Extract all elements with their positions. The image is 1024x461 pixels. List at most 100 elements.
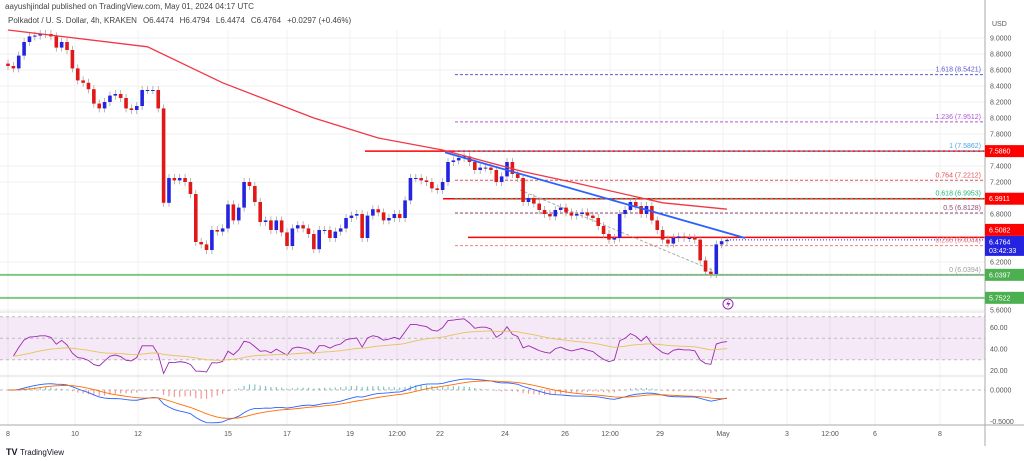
time-tick-label: 26: [561, 431, 569, 438]
candle: [236, 203, 241, 225]
candle-body: [328, 230, 332, 238]
sma-line: [7, 29, 728, 210]
candle: [354, 210, 359, 220]
symbol-legend[interactable]: Polkadot / U. S. Dollar, 4h, KRAKEN O6.4…: [8, 16, 351, 25]
candle-body: [494, 170, 499, 182]
candle-body: [215, 230, 220, 232]
candle: [666, 235, 670, 248]
candle: [671, 234, 676, 248]
candle-body: [108, 95, 112, 102]
price-tick-label: 9.0000: [990, 36, 1012, 43]
candle-body: [698, 239, 702, 261]
macd-histogram-bar: [522, 390, 524, 394]
macd-histogram-bar: [173, 390, 175, 398]
candle-body: [419, 178, 423, 181]
candle-body: [86, 82, 91, 90]
candle: [183, 174, 187, 186]
rsi-tick-label: 40.00: [990, 347, 1008, 354]
fib-level-label: 1.618 (8.5421): [935, 67, 981, 74]
candle-body: [548, 214, 552, 217]
candle: [92, 85, 96, 108]
countdown-label: 03:42:33: [989, 248, 1016, 255]
candle: [247, 178, 252, 190]
brand-name: TradingView: [20, 448, 64, 457]
candle-body: [397, 214, 402, 218]
candle: [172, 174, 177, 185]
candle: [639, 202, 643, 218]
candle: [365, 211, 370, 242]
candle: [226, 200, 230, 233]
macd-histogram-bar: [399, 387, 401, 390]
candle: [317, 226, 322, 254]
rsi-tick-label: 60.00: [990, 325, 1008, 332]
candle: [725, 235, 729, 246]
candle: [494, 166, 499, 186]
candle: [102, 98, 107, 113]
fib-level-label: 0.618 (6.9953): [935, 190, 981, 197]
price-label-box: [985, 192, 1024, 205]
candle: [279, 216, 284, 237]
macd-histogram-bar: [576, 390, 578, 393]
candle-body: [510, 162, 515, 174]
candle-body: [596, 218, 601, 226]
candle-body: [81, 80, 85, 83]
candle: [306, 224, 311, 238]
candle: [596, 214, 601, 230]
fib-level-label: 1.236 (7.9512): [935, 114, 981, 121]
candle: [585, 208, 590, 220]
time-tick-label: 17: [283, 431, 291, 438]
candle-body: [172, 178, 177, 181]
candle-body: [279, 220, 284, 233]
macd-histogram-bar: [361, 386, 363, 390]
currency-label[interactable]: USD: [992, 21, 1007, 28]
candle-body: [693, 238, 697, 240]
macd-histogram-bar: [533, 390, 535, 395]
macd-histogram-bar: [168, 390, 170, 397]
macd-histogram-bar: [297, 387, 299, 390]
price-axis[interactable]: 9.0000 8.8000 8.6000 8.4000 8.2000 8.0000 7.80…: [985, 36, 1024, 427]
candle: [215, 226, 220, 236]
time-tick-label: 15: [224, 431, 232, 438]
candle-body: [553, 210, 558, 217]
time-tick-label: 19: [346, 431, 354, 438]
fib-level-label: 0.5 (6.8128): [943, 205, 981, 212]
candle: [16, 51, 21, 73]
candle-body: [392, 214, 397, 218]
price-tick-label: 7.8000: [990, 132, 1012, 139]
tradingview-logo[interactable]: TV TradingView: [6, 447, 64, 457]
candle: [65, 38, 69, 54]
candle-body: [183, 178, 187, 182]
candle-body: [617, 214, 622, 238]
candle: [333, 227, 338, 242]
macd-histogram-bar: [270, 386, 272, 390]
candle-body: [33, 35, 37, 37]
price-label-box: [985, 223, 1024, 236]
candle-body: [558, 207, 563, 210]
candle: [312, 230, 316, 254]
alert-lightning-icon[interactable]: [722, 298, 734, 310]
candle: [75, 64, 80, 85]
macd-line: [7, 378, 728, 424]
macd-histogram-bar: [613, 390, 615, 393]
candle: [478, 163, 482, 174]
candle-body: [338, 228, 343, 232]
fib-level-label: 0 (6.0394): [949, 267, 981, 274]
candle-body: [725, 239, 729, 242]
candle: [435, 184, 440, 194]
candle-body: [295, 225, 300, 229]
candle: [59, 38, 64, 52]
candle-body: [204, 244, 209, 250]
candle: [113, 90, 118, 100]
time-axis[interactable]: 8 10 12 15 17 19 12:00 22 24 26 12:00 29 May 3 12:00 6 8: [6, 431, 942, 438]
candle: [558, 203, 563, 214]
candle-body: [387, 218, 391, 221]
fibonacci-retracement[interactable]: 0 (6.0394) 0.236 (6.4044) 0.5 (6.8128) 0.61…: [455, 67, 985, 276]
macd-histogram-bar: [109, 390, 111, 395]
candle-body: [440, 182, 445, 190]
candle: [397, 210, 402, 222]
candle-body: [253, 186, 257, 202]
macd-histogram-bar: [570, 390, 572, 394]
candle-body: [580, 212, 584, 214]
candle: [253, 182, 257, 206]
